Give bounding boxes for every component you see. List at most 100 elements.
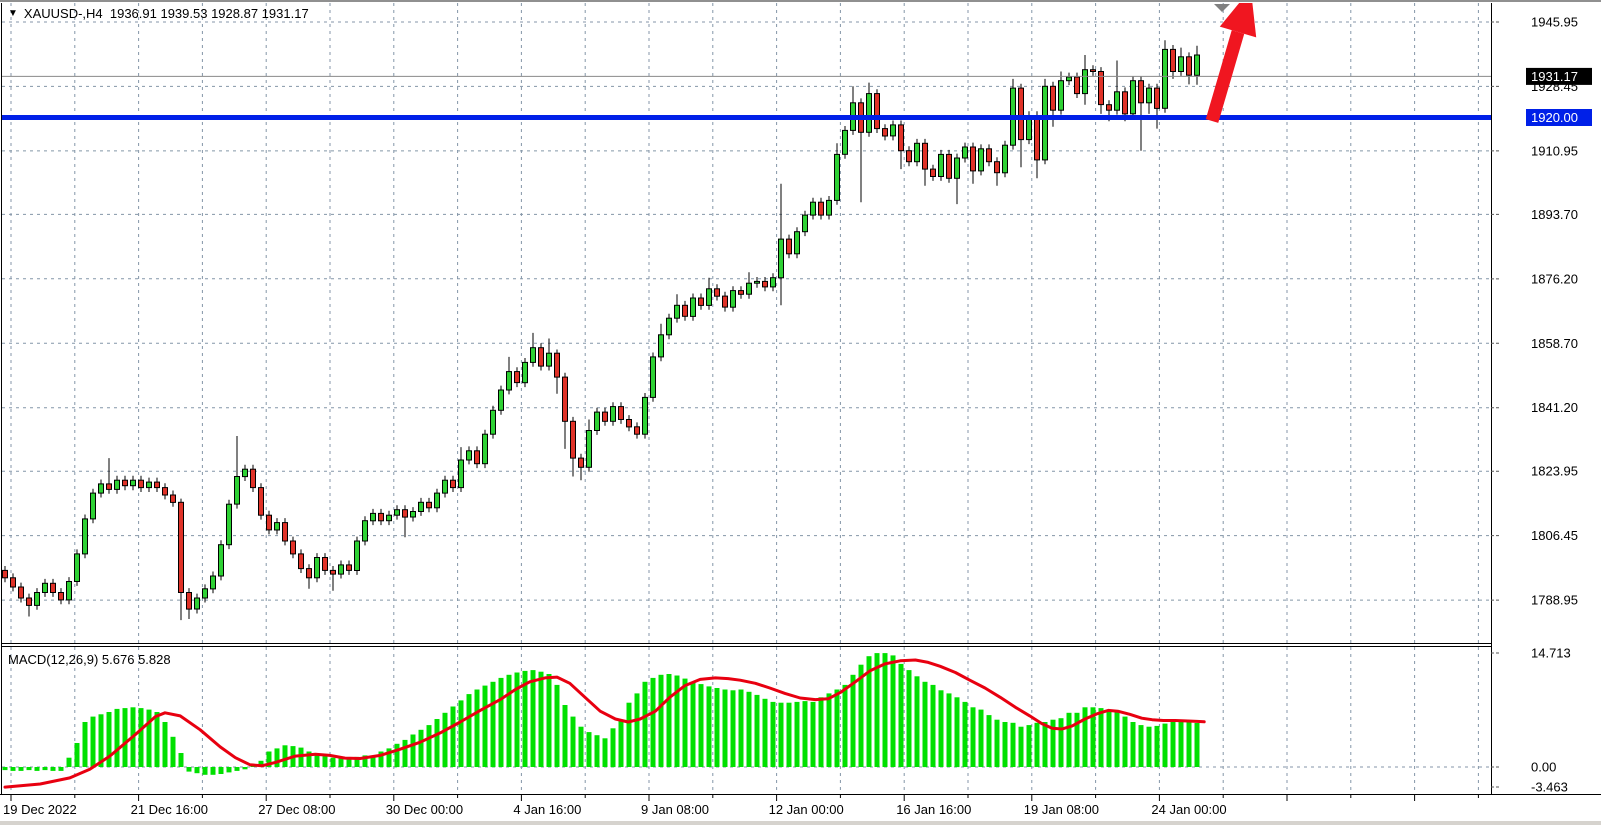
candle [1138,76,1144,151]
macd-bar [698,684,704,767]
macd-bar [1058,718,1064,767]
candle [882,124,888,141]
macd-bar [810,701,816,767]
macd-bar [770,701,776,767]
price-axis-label: 1910.95 [1531,143,1578,158]
macd-bar [122,708,128,767]
candle [1066,72,1072,86]
macd-bar [946,693,952,767]
candle [778,183,784,306]
macd-axis-label: 0.00 [1531,760,1556,775]
candle [602,407,608,426]
macd-bar [434,719,440,767]
candle [34,588,40,610]
candle [242,464,248,481]
candle [674,294,680,323]
candle [786,234,792,259]
macd-bar [1090,707,1096,767]
macd-bar [354,756,360,767]
price-axis-label: 1788.95 [1531,593,1578,608]
macd-bar [338,758,344,767]
macd-bar [570,716,576,767]
macd-bar [50,767,56,771]
macd-bar [978,709,984,767]
macd-bar [586,732,592,767]
price-axis-label: 1806.45 [1531,528,1578,543]
macd-bar [1010,722,1016,767]
macd-bar [266,751,272,767]
macd-bar [314,753,320,767]
candle [746,272,752,299]
candle [202,584,208,603]
candle [250,464,256,492]
macd-bar [882,653,888,767]
macd-bar [274,748,280,767]
macd-bar [34,767,40,771]
macd-axis[interactable]: 14.713 0.00 -3.463 [1491,645,1571,795]
candle [234,436,240,509]
macd-bar [442,712,448,768]
macd-bar [538,671,544,767]
candle [306,564,312,589]
macd-bar [370,756,376,767]
candle [794,227,800,259]
candle [1194,45,1200,85]
candle [378,508,384,526]
candle [282,518,288,546]
candle [186,588,192,619]
time-axis-label: 12 Jan 00:00 [769,802,844,817]
macd-bar [170,736,176,767]
chart-shift-marker-icon[interactable] [1214,4,1230,12]
candle [82,514,88,559]
candle [730,286,736,312]
symbol-dropdown-icon[interactable]: ▼ [8,7,18,19]
candle [442,475,448,498]
macd-bar [906,670,912,767]
macd-bar [730,690,736,767]
macd-bar [1074,712,1080,768]
macd-bar [1186,720,1192,767]
macd-bar [426,725,432,767]
candle [722,291,728,312]
candle [842,126,848,159]
candle [650,352,656,402]
candle [418,497,424,516]
macd-bar [914,676,920,767]
macd-bar [754,694,760,767]
macd-bar [666,674,672,767]
candle [530,332,536,367]
candle [506,356,512,395]
trend-arrow[interactable] [1205,0,1257,123]
candle [2,566,8,583]
candle [970,142,976,184]
candle [642,393,648,439]
macd-bar [682,678,688,767]
macd-bar [954,697,960,768]
time-axis[interactable]: 19 Dec 2022 21 Dec 16:00 27 Dec 08:00 30 De… [3,794,1479,817]
macd-bar [74,743,80,767]
candle [770,273,776,292]
candle [466,446,472,465]
macd-bar [18,767,24,771]
macd-bar [506,674,512,767]
price-axis-label: 1823.95 [1531,464,1578,479]
macd-bar [410,734,416,767]
macd-bar [226,767,232,773]
candle [594,407,600,435]
macd-bar [114,708,120,767]
macd-bar [82,722,88,767]
macd-bar [986,715,992,767]
macd-bar [1130,722,1136,767]
candle [938,149,944,181]
candle [130,475,136,491]
candle [218,540,224,581]
candle [386,510,392,526]
price-axis[interactable]: 1945.951928.451910.951893.701876.201858.… [1491,15,1592,608]
macd-bar [634,693,640,767]
svg-text:1920.00: 1920.00 [1531,110,1578,125]
macd-bar [962,701,968,767]
candle [434,488,440,513]
macd-bar [722,689,728,767]
chart-title: ▼ XAUUSD-,H4 1936.91 1939.53 1928.87 1931… [8,6,309,21]
